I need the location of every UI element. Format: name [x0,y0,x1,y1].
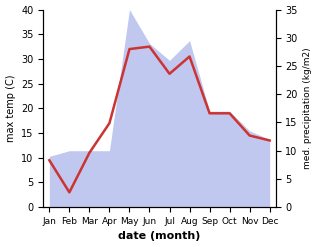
X-axis label: date (month): date (month) [118,231,201,242]
Y-axis label: max temp (C): max temp (C) [5,75,16,142]
Y-axis label: med. precipitation (kg/m2): med. precipitation (kg/m2) [303,48,313,169]
